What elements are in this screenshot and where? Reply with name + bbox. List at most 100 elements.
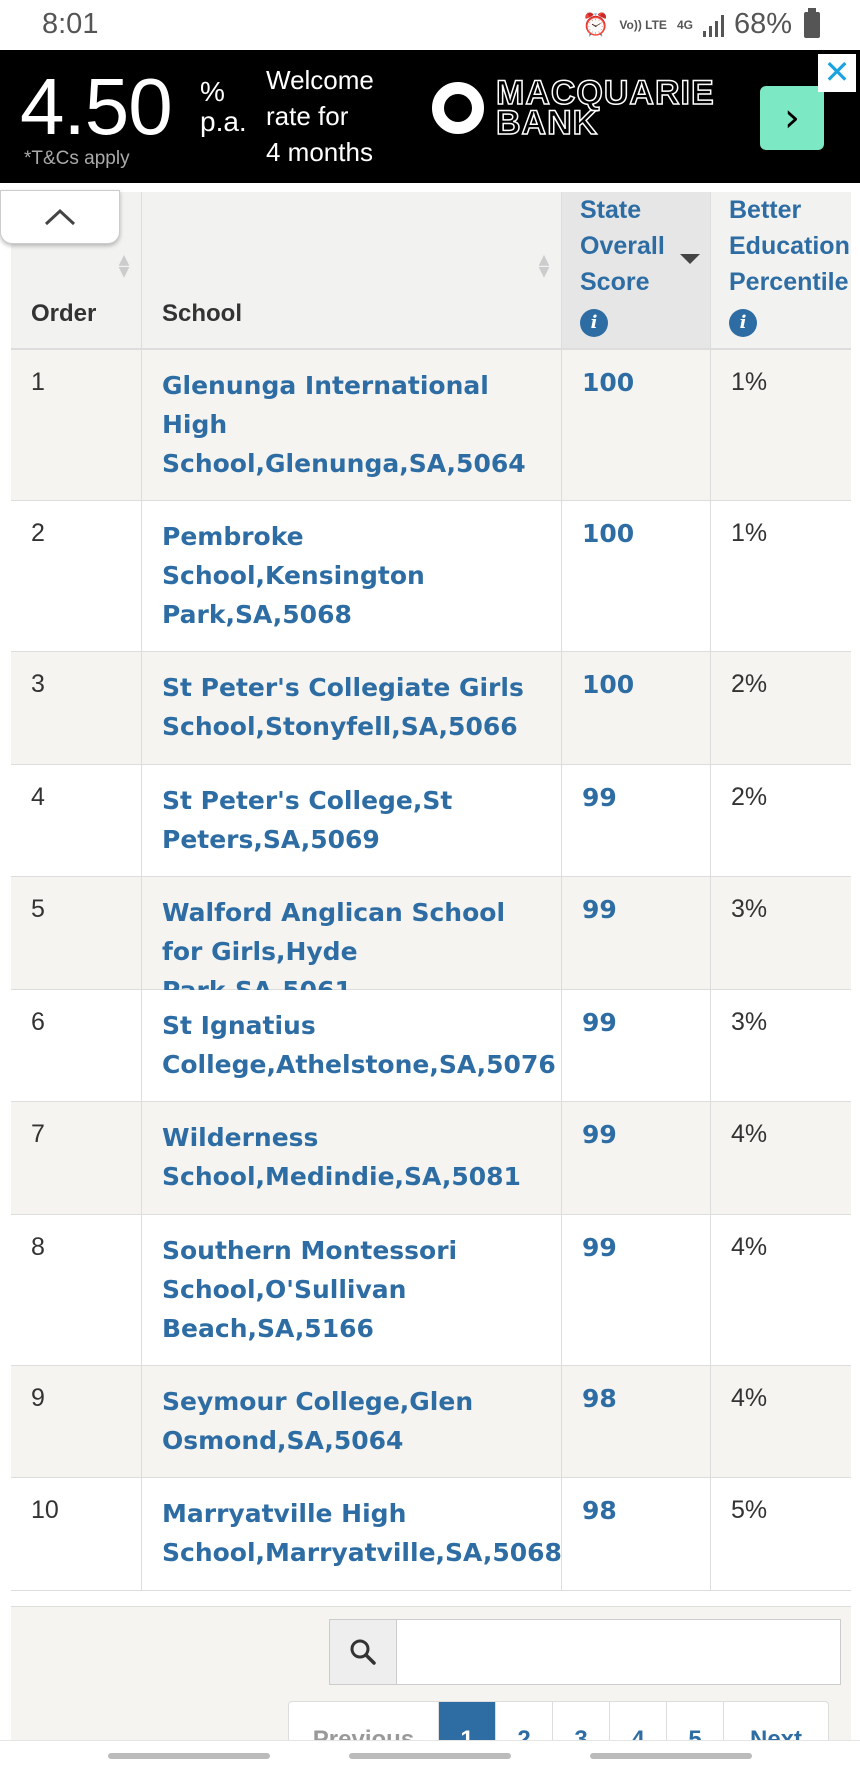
cell-order: 10	[11, 1478, 142, 1590]
cell-order: 2	[11, 501, 142, 651]
ad-percent-sign: %	[200, 76, 225, 107]
school-link[interactable]: Seymour College,Glen Osmond,SA,5064	[142, 1366, 562, 1477]
table-row: 6 St Ignatius College,Athelstone,SA,5076…	[11, 990, 851, 1102]
school-link[interactable]: Wilderness School,Medindie,SA,5081	[142, 1102, 562, 1214]
sort-descending-icon	[680, 254, 700, 264]
header-score-line: Overall	[580, 232, 665, 260]
header-percentile-line: Education	[729, 232, 850, 260]
battery-icon	[804, 7, 820, 38]
table-row: 5 Walford Anglican School for Girls,Hyde…	[11, 877, 851, 1005]
cell-order: 9	[11, 1366, 142, 1477]
info-icon[interactable]: i	[580, 309, 608, 337]
ad-pa: p.a.	[200, 106, 247, 137]
table-row: 9 Seymour College,Glen Osmond,SA,5064 98…	[11, 1366, 851, 1478]
ad-arrow-button[interactable]: ›	[760, 86, 824, 150]
cell-percentile: 4%	[731, 1384, 768, 1412]
school-link[interactable]: St Peter's Collegiate Girls School,Stony…	[142, 652, 562, 764]
header-percentile-label[interactable]: Better Education Percentile i	[729, 192, 850, 338]
cell-score[interactable]: 100	[562, 350, 711, 500]
cell-score[interactable]: 99	[562, 877, 711, 989]
cell-percentile: 1%	[731, 519, 768, 547]
cell-score[interactable]: 98	[562, 1478, 711, 1590]
sort-icon: ▲ ▼	[118, 252, 130, 280]
header-order-label: Order	[31, 300, 97, 327]
search-input[interactable]	[397, 1620, 837, 1684]
school-link[interactable]: Glenunga International High School,Glenu…	[142, 350, 562, 500]
cell-score[interactable]: 99	[562, 1215, 711, 1365]
cell-score[interactable]: 100	[562, 652, 711, 764]
status-bar: 8:01 ⏰ Vo)) LTE 4G 68%	[0, 0, 860, 50]
table-row: 7 Wilderness School,Medindie,SA,5081 99 …	[11, 1102, 851, 1215]
cell-score[interactable]: 100	[562, 501, 711, 651]
school-link[interactable]: Walford Anglican School for Girls,Hyde P…	[142, 877, 562, 1005]
header-order[interactable]: ▲ ▼ Order	[11, 192, 142, 348]
ad-close-button[interactable]: ✕	[818, 54, 856, 92]
ad-welcome-line: 4 months	[266, 137, 373, 167]
system-nav-bar	[0, 1740, 860, 1769]
home-button[interactable]	[349, 1753, 511, 1759]
header-score-line: State	[580, 196, 642, 224]
back-button[interactable]	[590, 1753, 752, 1759]
header-percentile-line: Percentile	[729, 268, 849, 296]
table-row: 2 Pembroke School,Kensington Park,SA,506…	[11, 501, 851, 652]
cell-percentile: 2%	[731, 670, 768, 698]
chevron-right-icon: ›	[784, 95, 800, 141]
macquarie-logo-icon	[432, 82, 484, 134]
header-percentile-line: Better	[729, 196, 802, 224]
school-link[interactable]: Southern Montessori School,O'Sullivan Be…	[142, 1215, 562, 1365]
header-school-label: School	[162, 300, 243, 327]
cell-percentile: 3%	[731, 1008, 768, 1036]
ad-banner[interactable]: 4.50 % p.a. *T&Cs apply Welcome rate for…	[0, 50, 860, 183]
table-row: 10 Marryatville High School,Marryatville…	[11, 1478, 851, 1591]
header-percentile[interactable]: Better Education Percentile i	[711, 192, 851, 348]
signal-icon	[702, 13, 724, 37]
alarm-icon: ⏰	[581, 11, 610, 37]
cell-percentile: 1%	[731, 368, 768, 396]
table-row: 1 Glenunga International High School,Gle…	[11, 350, 851, 501]
header-score-label[interactable]: State Overall Score i	[580, 192, 665, 338]
info-icon[interactable]: i	[729, 309, 757, 337]
cell-percentile: 5%	[731, 1496, 768, 1524]
sort-icon: ▲ ▼	[538, 252, 550, 280]
ad-brand: MACQUARIE BANK	[495, 74, 715, 142]
cell-score[interactable]: 99	[562, 1102, 711, 1214]
ad-brand-line: BANK	[495, 104, 599, 142]
chevron-up-icon	[44, 208, 76, 226]
school-link[interactable]: St Peter's College,St Peters,SA,5069	[142, 765, 562, 876]
table-row: 8 Southern Montessori School,O'Sullivan …	[11, 1215, 851, 1366]
header-score-line: Score	[580, 268, 650, 296]
status-time: 8:01	[42, 8, 99, 40]
battery-percent: 68%	[733, 8, 792, 40]
school-link[interactable]: St Ignatius College,Athelstone,SA,5076	[142, 990, 562, 1101]
school-link[interactable]: Marryatville High School,Marryatville,SA…	[142, 1478, 562, 1590]
cell-score[interactable]: 98	[562, 1366, 711, 1477]
ad-welcome-text: Welcome rate for 4 months	[266, 62, 374, 170]
ad-terms: *T&Cs apply	[24, 148, 130, 169]
search-icon	[350, 1639, 376, 1665]
school-link[interactable]: Pembroke School,Kensington Park,SA,5068	[142, 501, 562, 651]
cell-score[interactable]: 99	[562, 765, 711, 876]
cell-order: 8	[11, 1215, 142, 1365]
cell-percentile: 4%	[731, 1233, 768, 1261]
table-row: 3 St Peter's Collegiate Girls School,Sto…	[11, 652, 851, 765]
cell-order: 5	[11, 877, 142, 989]
close-icon: ✕	[823, 53, 851, 91]
cell-percentile: 4%	[731, 1120, 768, 1148]
4g-icon: 4G	[676, 17, 693, 32]
ad-welcome-line: rate for	[266, 101, 349, 131]
volte-icon: Vo)) LTE	[619, 17, 667, 32]
header-school[interactable]: ▲ ▼ School	[142, 192, 562, 348]
schools-table: ▲ ▼ Order ▲ ▼ School State Overall Score i…	[11, 192, 851, 1591]
status-icons: ⏰ Vo)) LTE 4G 68%	[581, 7, 820, 41]
cell-order: 1	[11, 350, 142, 500]
header-state-score[interactable]: State Overall Score i	[562, 192, 711, 348]
recents-button[interactable]	[108, 1753, 270, 1759]
collapse-button[interactable]	[0, 190, 120, 244]
table-row: 4 St Peter's College,St Peters,SA,5069 9…	[11, 765, 851, 877]
ad-brand-line: MACQUARIE	[495, 74, 715, 112]
search-button[interactable]	[330, 1620, 397, 1684]
cell-order: 6	[11, 990, 142, 1101]
search-box	[329, 1619, 841, 1685]
cell-score[interactable]: 99	[562, 990, 711, 1101]
cell-percentile: 2%	[731, 783, 768, 811]
